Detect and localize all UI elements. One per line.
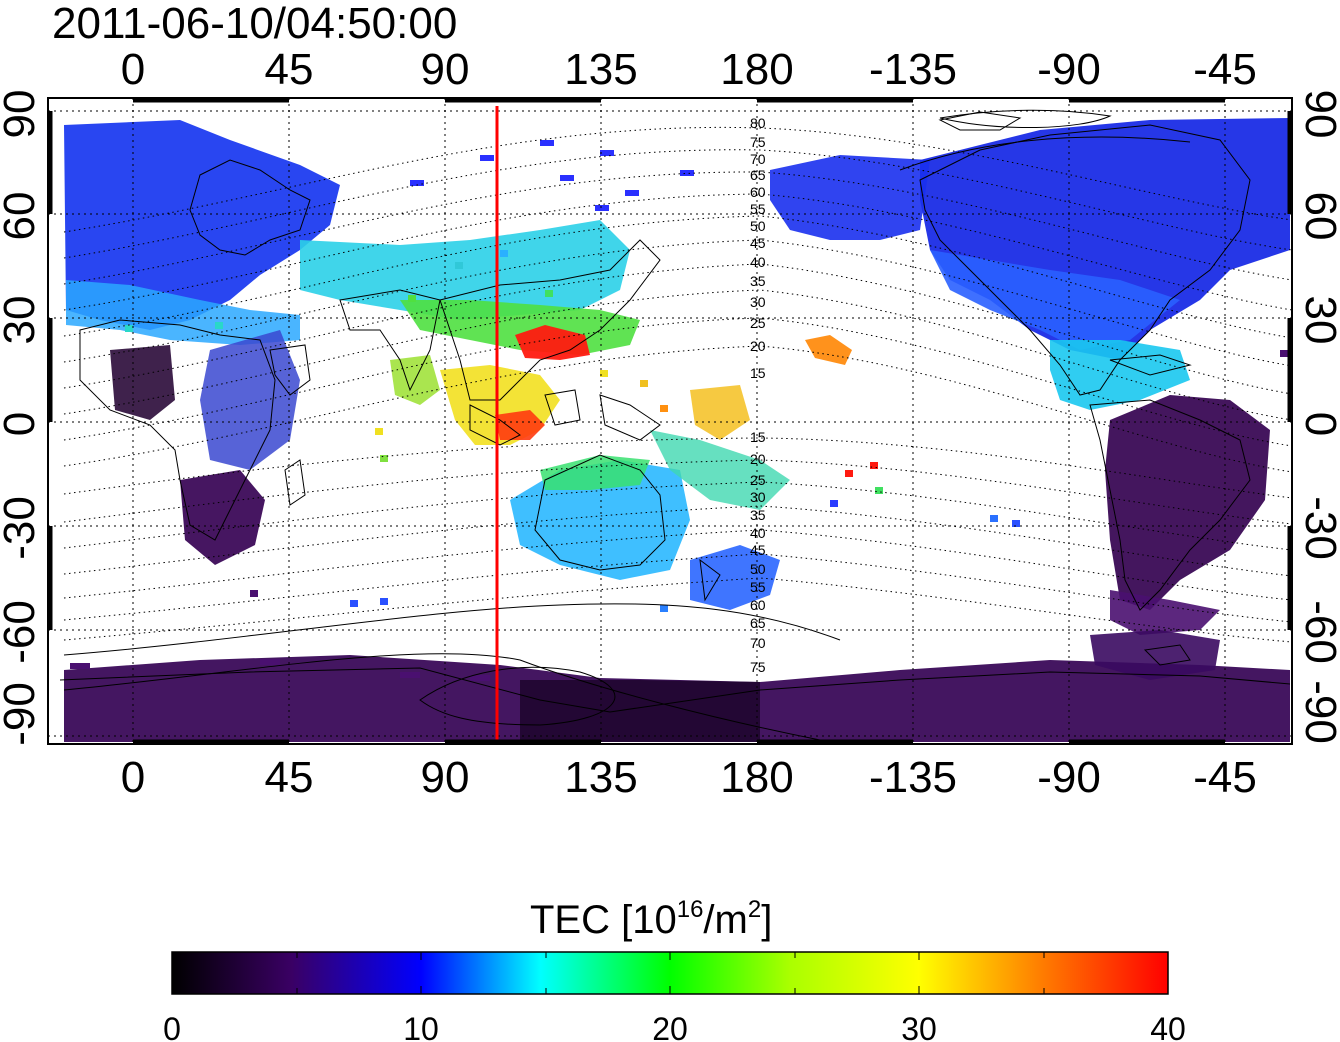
contour-label: 25	[750, 472, 766, 488]
lon-tick-top: 0	[121, 45, 145, 94]
lat-tick-left: 90	[0, 90, 44, 139]
contour-label: 60	[750, 597, 766, 613]
colorbar-tick-label: 0	[163, 1011, 181, 1042]
lon-axis-bottom: 0 45 90 135 180 -135 -90 -45	[121, 753, 1257, 802]
timestamp-title: 2011-06-10/04:50:00	[52, 0, 458, 48]
tec-patch-europe	[64, 120, 340, 330]
colorbar-tick-label: 30	[901, 1011, 937, 1042]
tec-patch-mediterranean	[66, 280, 300, 345]
frame-tick-bars	[47, 97, 1293, 745]
lat-tick-left: 30	[0, 296, 44, 345]
contour-label: 45	[750, 542, 766, 558]
contour-label: 30	[750, 489, 766, 505]
tec-patch-south-america	[1105, 395, 1270, 610]
lon-tick-bottom: 135	[564, 753, 637, 802]
contour-label: 75	[750, 134, 766, 150]
tec-patch-africa-south	[180, 470, 265, 565]
lon-tick-bottom: 0	[121, 753, 145, 802]
lat-tick-right: 30	[1296, 296, 1340, 345]
contour-label: 80	[750, 115, 766, 131]
lon-tick-top: -135	[869, 45, 957, 94]
geomagnetic-contours-solid	[63, 109, 1191, 741]
contour-label: 70	[750, 151, 766, 167]
contour-label: 40	[750, 254, 766, 270]
contour-label: 25	[750, 315, 766, 331]
tec-patch-south-america-tip	[1110, 590, 1220, 635]
colorbar-tick-label: 10	[403, 1011, 439, 1042]
contour-label: 55	[750, 579, 766, 595]
tec-patch-anomaly-red	[515, 325, 590, 360]
lon-tick-top: 135	[564, 45, 637, 94]
colorbar-title-unit: /m	[703, 898, 748, 942]
contour-label: 35	[750, 273, 766, 289]
contour-label: 20	[750, 338, 766, 354]
colorbar-title-square: 2	[747, 896, 762, 923]
tec-patch-pacific-north	[770, 155, 930, 240]
lon-axis-top: 0 45 90 135 180 -135 -90 -45	[121, 45, 1257, 94]
contour-label: 15	[750, 429, 766, 445]
lat-tick-right: 90	[1296, 90, 1340, 139]
lon-tick-top: 45	[265, 45, 314, 94]
lat-tick-right: -90	[1296, 680, 1340, 744]
lat-tick-right: 60	[1296, 192, 1340, 241]
lon-tick-bottom: 90	[421, 753, 470, 802]
contour-labels-north: 80 75 70 65 60 55 50 45 40 35 30 25 20 1…	[750, 115, 766, 381]
contour-label: 30	[750, 294, 766, 310]
tec-patch-tropical-pacific	[650, 430, 790, 510]
tec-patch-antarctica-dark	[520, 680, 760, 742]
lon-tick-top: -90	[1037, 45, 1101, 94]
contour-label: 50	[750, 561, 766, 577]
tec-patch-southern-ocean	[1090, 630, 1220, 680]
colorbar-title-exponent: 16	[676, 896, 704, 923]
colorbar-tick-label: 40	[1150, 1011, 1186, 1042]
contour-label: 75	[750, 659, 766, 675]
colorbar-title: TEC [1016/m2]	[530, 886, 772, 944]
tec-scatter-pixels	[70, 140, 1288, 681]
lat-tick-left: -30	[0, 496, 44, 560]
contour-label: 50	[750, 218, 766, 234]
lon-tick-bottom: 180	[720, 753, 793, 802]
lat-tick-left: 60	[0, 192, 44, 241]
lon-tick-top: -45	[1193, 45, 1257, 94]
lon-tick-top: 180	[720, 45, 793, 94]
geomagnetic-contours	[63, 126, 1292, 643]
contour-label: 70	[750, 635, 766, 651]
contour-label: 15	[750, 365, 766, 381]
coastlines	[59, 111, 1291, 713]
tec-patch-africa-east	[200, 330, 300, 470]
lat-axis-left: 90 60 30 0 -30 -60 -90	[0, 90, 44, 746]
colorbar-tick-label: 20	[652, 1011, 688, 1042]
lat-tick-right: -30	[1296, 496, 1340, 560]
contour-label: 20	[750, 451, 766, 467]
lat-tick-left: 0	[0, 412, 44, 436]
lat-tick-right: 0	[1296, 412, 1340, 436]
lon-tick-bottom: -45	[1193, 753, 1257, 802]
lat-tick-left: -60	[0, 600, 44, 664]
contour-label: 45	[750, 235, 766, 251]
contour-label: 65	[750, 615, 766, 631]
contour-label: 35	[750, 507, 766, 523]
lon-tick-bottom: -90	[1037, 753, 1101, 802]
contour-label: 65	[750, 167, 766, 183]
contour-label: 40	[750, 525, 766, 541]
lat-tick-right: -60	[1296, 600, 1340, 664]
colorbar-title-suffix: ]	[761, 898, 773, 942]
lon-tick-top: 90	[421, 45, 470, 94]
lon-tick-bottom: -135	[869, 753, 957, 802]
colorbar-tick-labels: 0 10 20 30 40	[163, 1011, 1186, 1042]
tec-patch-indonesia-red	[495, 410, 545, 440]
contour-label: 60	[750, 184, 766, 200]
tec-patch-africa-north	[110, 345, 175, 420]
tec-patch-north-america-lat	[930, 250, 1180, 350]
lat-axis-right: 90 60 30 0 -30 -60 -90	[1296, 90, 1340, 744]
colorbar-title-prefix: TEC [10	[530, 898, 677, 942]
lon-tick-bottom: 45	[265, 753, 314, 802]
lat-tick-left: -90	[0, 682, 44, 746]
tec-patch-pacific-islands	[690, 385, 750, 440]
contour-labels-south: 15 20 25 30 35 40 45 50 55 60 65 70 75	[750, 429, 766, 675]
contour-label: 55	[750, 201, 766, 217]
tec-patch-hawaii	[805, 335, 852, 365]
colorbar-ticks	[296, 952, 1045, 994]
